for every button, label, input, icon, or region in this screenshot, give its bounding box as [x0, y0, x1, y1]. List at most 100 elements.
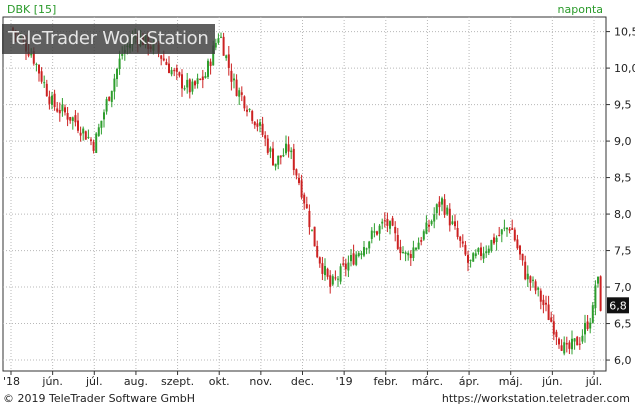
candle-body: [584, 322, 586, 335]
candle-body: [467, 255, 469, 263]
candle-body: [565, 343, 568, 345]
candle-body: [181, 74, 183, 89]
candle-body: [542, 299, 545, 306]
candle-body: [230, 70, 233, 82]
y-tick-label: 7,5: [614, 245, 632, 258]
candle-body: [207, 60, 209, 77]
candle-body: [209, 61, 212, 66]
candle-body: [459, 236, 462, 241]
x-tick-label: júl.: [585, 375, 603, 388]
candle-body: [534, 281, 537, 291]
candle-body: [430, 221, 433, 225]
candle-body: [357, 253, 360, 256]
candle-body: [490, 240, 493, 251]
candle-body: [365, 248, 368, 250]
candle-body: [352, 253, 355, 265]
candle-body: [233, 78, 235, 81]
candle-body: [316, 245, 319, 258]
candle-body: [560, 345, 563, 351]
candle-body: [386, 219, 389, 226]
candle-body: [334, 277, 337, 279]
candle-body: [529, 276, 532, 283]
candle-body: [485, 251, 488, 254]
candle-body: [298, 177, 300, 184]
candle-body: [238, 90, 241, 97]
candle-body: [480, 247, 482, 256]
candle-body: [259, 122, 261, 126]
x-tick-label: nov.: [249, 375, 272, 388]
candle-body: [43, 82, 46, 84]
candle-body: [381, 221, 384, 224]
candle-body: [438, 201, 441, 208]
candle-body: [253, 121, 256, 126]
candle-body: [79, 132, 82, 136]
candle-body: [53, 93, 56, 107]
candle-body: [573, 338, 576, 342]
candle-body: [220, 36, 222, 38]
candle-body: [225, 55, 228, 59]
candle-body: [402, 252, 404, 254]
candle-body: [422, 231, 425, 240]
candle-body: [519, 245, 521, 255]
candle-body: [425, 222, 428, 234]
candle-body: [500, 229, 503, 235]
candle-body: [370, 230, 373, 239]
candle-body: [56, 108, 59, 112]
candle-body: [409, 254, 412, 259]
last-price-marker: [607, 297, 629, 314]
x-tick-label: márc.: [412, 375, 443, 388]
candle-body: [399, 246, 402, 254]
candle-body: [40, 71, 43, 82]
y-tick-label: 6,0: [614, 354, 632, 367]
candle-body: [318, 257, 321, 264]
candle-body: [61, 104, 64, 112]
candle-body: [261, 123, 264, 135]
candle-body: [591, 305, 594, 323]
candle-body: [394, 226, 397, 234]
candle-body: [295, 169, 298, 176]
candle-body: [363, 247, 365, 256]
candle-body: [35, 63, 38, 65]
candle-body: [516, 239, 519, 249]
y-tick-label: 8,5: [614, 172, 632, 185]
candle-body: [105, 99, 108, 112]
candle-body: [110, 90, 113, 102]
candle-body: [487, 248, 490, 253]
candle-body: [51, 95, 53, 105]
candle-body: [558, 338, 560, 345]
candle-body: [69, 116, 72, 121]
x-tick-label: szept.: [161, 375, 194, 388]
candle-body: [511, 228, 514, 230]
candle-body: [48, 96, 51, 104]
period-label[interactable]: naponta: [557, 3, 603, 16]
candle-body: [103, 112, 105, 120]
candle-body: [412, 247, 415, 258]
candle-body: [474, 253, 477, 256]
candle-body: [493, 237, 495, 244]
x-tick-label: jún.: [541, 375, 563, 388]
candle-body: [277, 155, 280, 165]
candle-body: [274, 163, 277, 167]
candle-body: [30, 54, 33, 56]
site-url-link[interactable]: https://workstation.teletrader.com: [441, 392, 630, 405]
candle-body: [407, 252, 410, 256]
candle-body: [428, 224, 430, 227]
candle-body: [256, 123, 259, 127]
candle-body: [337, 278, 339, 280]
candle-body: [305, 204, 308, 209]
candle-body: [472, 253, 475, 262]
candle-body: [441, 198, 443, 205]
x-tick-label: '19: [336, 375, 353, 388]
candle-body: [248, 108, 251, 110]
x-tick-label: febr.: [373, 375, 398, 388]
candle-body: [266, 138, 269, 153]
grid-layer: [2, 16, 607, 372]
candle-body: [178, 72, 181, 76]
candle-body: [290, 150, 293, 153]
x-tick-label: júl.: [85, 375, 103, 388]
candle-body: [300, 180, 303, 198]
x-tick-label: okt.: [209, 375, 230, 388]
x-tick-label: dec.: [291, 375, 314, 388]
candle-body: [594, 285, 597, 309]
